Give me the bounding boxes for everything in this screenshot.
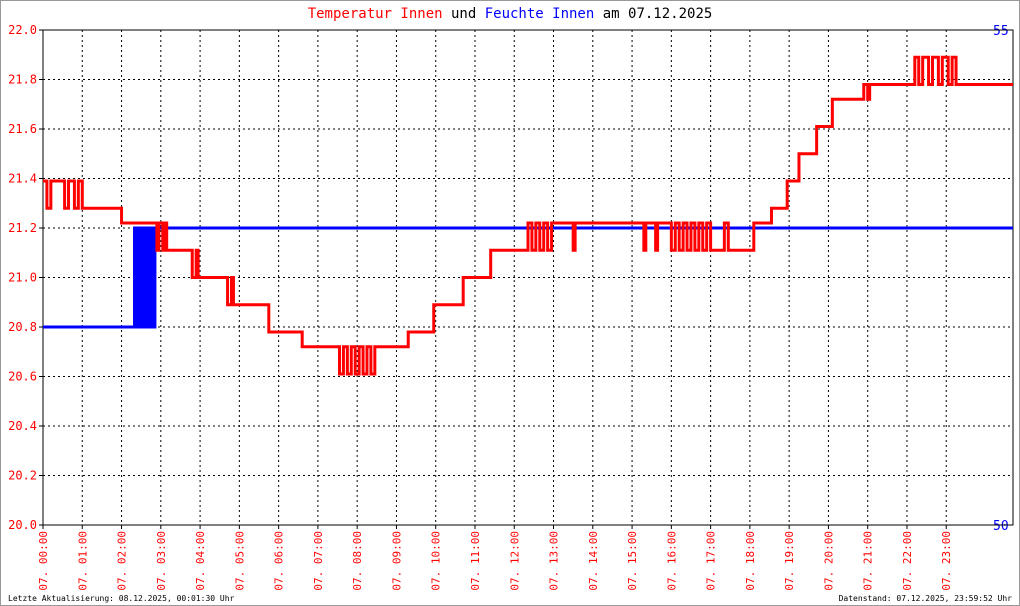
x-tick-label: 07. 04:00 <box>194 531 207 591</box>
title-suffix: am 07.12.2025 <box>603 6 713 22</box>
y-tick-label: 21.2 <box>8 221 37 235</box>
x-tick-label: 07. 17:00 <box>705 531 718 591</box>
y-tick-label: 22.0 <box>8 23 37 37</box>
y-tick-label: 21.4 <box>8 172 37 186</box>
x-tick-label: 07. 03:00 <box>155 531 168 591</box>
footer-right: Datenstand: 07.12.2025, 23:59:52 Uhr <box>839 594 1013 603</box>
y-tick-label: 20.0 <box>8 518 37 532</box>
x-tick-label: 07. 16:00 <box>665 531 678 591</box>
x-tick-label: 07. 09:00 <box>390 531 403 591</box>
x-tick-label: 07. 10:00 <box>430 531 443 591</box>
x-tick-label: 07. 22:00 <box>901 531 914 591</box>
y-tick-label: 21.8 <box>8 73 37 87</box>
y-tick-label: 20.6 <box>8 370 37 384</box>
plot-frame <box>42 29 1014 526</box>
y-tick-label: 20.2 <box>8 469 37 483</box>
x-tick-label: 07. 23:00 <box>940 531 953 591</box>
x-tick-label: 07. 18:00 <box>744 531 757 591</box>
x-tick-label: 07. 07:00 <box>312 531 325 591</box>
x-tick-label: 07. 19:00 <box>783 531 796 591</box>
y2-tick-label: 55 <box>993 24 1009 39</box>
y-tick-label: 21.6 <box>8 122 37 136</box>
y-tick-label: 20.4 <box>8 419 37 433</box>
y-tick-label: 20.8 <box>8 320 37 334</box>
x-tick-label: 07. 14:00 <box>587 531 600 591</box>
title-series-1: Temperatur Innen <box>308 6 443 22</box>
x-tick-label: 07. 13:00 <box>548 531 561 591</box>
x-tick-label: 07. 15:00 <box>626 531 639 591</box>
x-tick-label: 07. 12:00 <box>508 531 521 591</box>
x-tick-label: 07. 05:00 <box>233 531 246 591</box>
x-tick-label: 07. 08:00 <box>351 531 364 591</box>
x-tick-label: 07. 20:00 <box>822 531 835 591</box>
y-tick-label: 21.0 <box>8 271 37 285</box>
x-tick-label: 07. 00:00 <box>37 531 50 591</box>
x-tick-label: 07. 21:00 <box>862 531 875 591</box>
x-tick-label: 07. 01:00 <box>76 531 89 591</box>
y2-tick-label: 50 <box>993 519 1009 534</box>
x-tick-label: 07. 06:00 <box>273 531 286 591</box>
x-tick-label: 07. 02:00 <box>116 531 129 591</box>
footer-left: Letzte Aktualisierung: 08.12.2025, 00:01… <box>8 594 235 603</box>
chart-title: Temperatur Innen und Feuchte Innen am 07… <box>308 6 713 22</box>
x-tick-label: 07. 11:00 <box>469 531 482 591</box>
title-joiner: und <box>451 6 476 22</box>
title-series-2: Feuchte Innen <box>485 6 595 22</box>
series-line <box>43 226 1013 329</box>
series-line <box>43 55 1013 376</box>
